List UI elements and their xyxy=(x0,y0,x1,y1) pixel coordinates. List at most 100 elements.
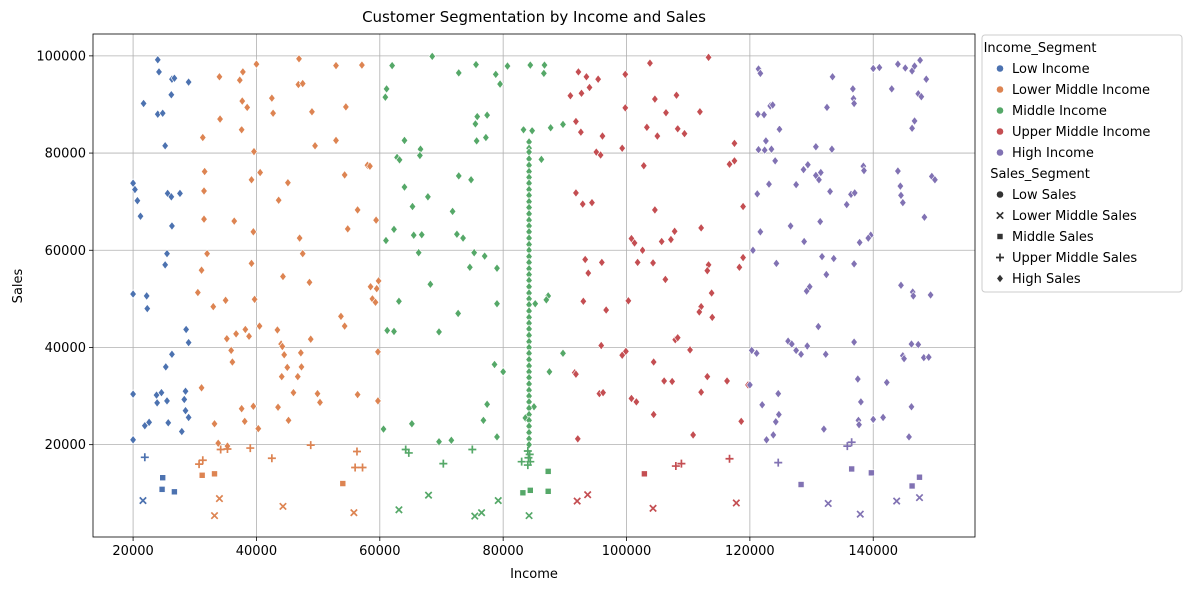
data-point xyxy=(540,68,548,79)
data-point xyxy=(677,459,686,468)
data-point xyxy=(820,424,828,434)
data-point xyxy=(674,124,682,134)
legend-marker xyxy=(996,64,1004,73)
data-point xyxy=(908,482,916,490)
data-point xyxy=(769,430,777,440)
data-point xyxy=(227,345,235,356)
chart-title: Customer Segmentation by Income and Sale… xyxy=(362,8,706,26)
data-point xyxy=(195,460,204,469)
data-point xyxy=(823,102,831,113)
data-point xyxy=(316,397,324,408)
data-point xyxy=(931,175,939,185)
data-point xyxy=(216,114,224,124)
y-tick-label: 20000 xyxy=(45,438,86,453)
data-point xyxy=(129,435,137,445)
data-point xyxy=(228,357,237,367)
data-point xyxy=(598,131,607,141)
data-point xyxy=(274,402,282,412)
data-point xyxy=(243,102,251,113)
data-point xyxy=(496,79,504,89)
data-point xyxy=(424,192,432,202)
data-point xyxy=(164,418,172,428)
data-point xyxy=(762,435,771,445)
data-point xyxy=(252,59,261,69)
data-point xyxy=(249,401,258,411)
data-point xyxy=(854,374,862,384)
data-point xyxy=(851,188,859,198)
data-point xyxy=(503,61,512,71)
data-point xyxy=(774,458,783,467)
data-point xyxy=(869,63,877,74)
data-point xyxy=(340,170,349,180)
legend-marker xyxy=(996,233,1004,240)
data-point xyxy=(707,288,716,298)
data-point xyxy=(526,60,534,70)
data-point xyxy=(753,189,761,199)
data-point xyxy=(926,290,935,300)
data-point xyxy=(215,72,224,82)
data-point xyxy=(572,116,580,127)
data-point xyxy=(479,415,488,426)
data-point xyxy=(155,67,163,77)
data-point xyxy=(528,126,536,136)
data-point xyxy=(178,426,186,437)
data-point xyxy=(306,441,315,450)
data-point xyxy=(247,175,256,185)
data-point xyxy=(344,224,352,234)
legend-marker xyxy=(996,85,1004,94)
data-point xyxy=(822,269,831,280)
data-point xyxy=(517,457,526,466)
data-point xyxy=(579,296,588,306)
data-point xyxy=(395,505,403,514)
y-tick-label: 100000 xyxy=(36,49,86,64)
data-point xyxy=(383,325,391,336)
data-point xyxy=(746,380,754,390)
data-point xyxy=(649,409,658,420)
data-point xyxy=(470,512,479,520)
data-point xyxy=(161,141,169,151)
data-point xyxy=(280,350,288,360)
data-point xyxy=(730,138,739,149)
data-point xyxy=(792,179,800,190)
data-point xyxy=(395,296,403,306)
data-point xyxy=(638,245,647,255)
data-point xyxy=(239,67,247,77)
data-point xyxy=(221,295,230,306)
data-point xyxy=(483,110,491,120)
plot-frame xyxy=(92,33,976,538)
data-point xyxy=(184,412,193,423)
data-point xyxy=(368,294,377,304)
x-tick-label: 60000 xyxy=(359,544,400,559)
data-point xyxy=(198,456,207,465)
legend-marker xyxy=(996,106,1004,115)
data-point xyxy=(756,68,765,79)
series-upper-middle-income xyxy=(566,52,752,513)
data-point xyxy=(163,188,172,199)
data-point xyxy=(404,448,413,457)
data-point xyxy=(247,258,256,269)
data-point xyxy=(596,150,605,160)
data-point xyxy=(492,69,500,80)
data-point xyxy=(653,131,662,141)
data-point xyxy=(477,508,486,517)
data-point xyxy=(530,402,538,412)
legend-label: Lower Middle Income xyxy=(1012,83,1150,98)
data-point xyxy=(618,350,626,360)
data-point xyxy=(708,312,716,323)
data-point xyxy=(284,178,292,188)
data-point xyxy=(424,491,433,500)
data-point xyxy=(170,73,179,83)
series-low-income xyxy=(129,55,193,505)
data-point xyxy=(843,199,851,210)
data-point xyxy=(537,154,546,165)
data-point xyxy=(843,442,852,451)
data-point xyxy=(267,454,276,463)
data-point xyxy=(566,91,575,101)
data-point xyxy=(732,499,741,507)
data-point xyxy=(737,416,745,427)
legend-marker xyxy=(996,148,1004,157)
data-point xyxy=(374,396,382,406)
data-point xyxy=(395,155,404,165)
data-point xyxy=(297,362,306,372)
data-point xyxy=(230,216,238,226)
